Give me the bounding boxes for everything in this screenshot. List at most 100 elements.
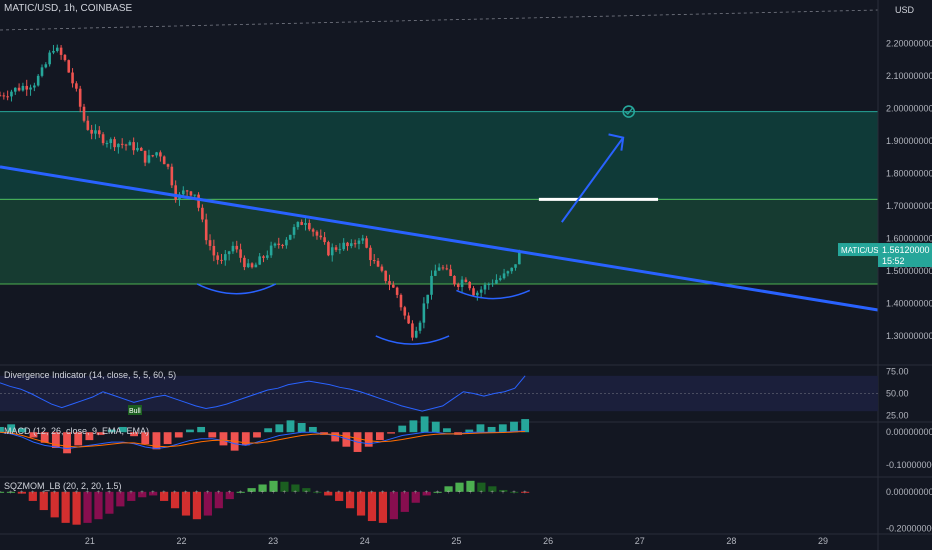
descending-trendline[interactable] bbox=[0, 165, 879, 312]
candle-body bbox=[426, 294, 429, 304]
check-mark-icon bbox=[624, 107, 633, 115]
candle-body bbox=[350, 243, 353, 247]
candle-body bbox=[212, 245, 216, 256]
squeeze-dot: + bbox=[293, 490, 297, 496]
candle-body bbox=[136, 147, 139, 151]
price-tick-label: 2.10000000 bbox=[886, 71, 932, 81]
squeeze-dot: + bbox=[129, 490, 133, 496]
macd-histogram-bar bbox=[264, 428, 273, 433]
divergence-pane[interactable]: 75.00 50.00 25.00 Bull bbox=[0, 366, 909, 421]
squeeze-dot: + bbox=[490, 490, 494, 496]
squeeze-dot: + bbox=[250, 490, 254, 496]
candle-body bbox=[159, 152, 162, 157]
candle-body bbox=[269, 245, 273, 256]
sqzmom-histogram-bar bbox=[39, 491, 48, 511]
sqzmom-histogram-bar bbox=[444, 486, 453, 492]
squeeze-dot: + bbox=[0, 490, 2, 496]
sqzmom-histogram-bar bbox=[50, 491, 59, 518]
candle-body bbox=[204, 219, 208, 241]
sqzmom-histogram-bar bbox=[367, 491, 377, 522]
candle-body bbox=[472, 288, 475, 296]
squeeze-dot: + bbox=[206, 490, 210, 496]
breakout-arrow-icon[interactable] bbox=[561, 137, 625, 223]
macd-histogram-bar bbox=[331, 432, 340, 442]
macd-histogram-bar bbox=[476, 424, 485, 433]
candle-body bbox=[376, 260, 380, 267]
bull-signal-badge[interactable] bbox=[128, 405, 142, 415]
last-price-tag[interactable] bbox=[878, 243, 932, 268]
sqzmom-histogram-bar bbox=[94, 491, 103, 520]
candle-body bbox=[48, 52, 51, 65]
left-shoulder-arc[interactable] bbox=[196, 283, 277, 295]
candle-body bbox=[388, 281, 391, 285]
sqzmom-histogram-bar bbox=[400, 491, 409, 512]
macd-pane[interactable]: 0.00000000 -0.10000000 bbox=[0, 416, 932, 470]
candle-body bbox=[147, 155, 151, 163]
candle-body bbox=[67, 60, 71, 73]
macd-histogram-bar bbox=[174, 432, 183, 438]
candle-body bbox=[323, 237, 326, 243]
candle-body bbox=[101, 134, 105, 144]
candle-body bbox=[162, 156, 166, 165]
squeeze-dot: + bbox=[75, 490, 79, 496]
macd-histogram-bar bbox=[63, 432, 71, 454]
squeeze-dot: + bbox=[370, 490, 374, 496]
sqzmom-histogram-bar bbox=[6, 491, 16, 493]
candle-body bbox=[224, 254, 227, 261]
candle-body bbox=[453, 275, 456, 285]
macd-histogram-bar bbox=[130, 432, 138, 437]
target-check-icon[interactable] bbox=[622, 105, 636, 118]
macd-histogram-bar bbox=[107, 429, 116, 433]
head-arc[interactable] bbox=[375, 335, 450, 345]
candle-body bbox=[29, 87, 32, 90]
sqzmom-histogram-bar bbox=[61, 491, 70, 523]
squeeze-dot: + bbox=[20, 490, 24, 496]
price-tick-label: 2.20000000 bbox=[886, 38, 932, 48]
squeeze-dot: + bbox=[31, 490, 35, 496]
candle-body bbox=[300, 221, 303, 225]
candle-body bbox=[468, 281, 472, 289]
candle-body bbox=[487, 284, 491, 286]
candle-body bbox=[319, 235, 323, 238]
squeeze-dot: + bbox=[315, 490, 319, 496]
sqzmom-histogram-bar bbox=[411, 491, 420, 503]
candle-body bbox=[346, 242, 349, 247]
candle-countdown: 15:52 bbox=[882, 256, 905, 266]
candle-body bbox=[464, 279, 468, 282]
bull-signal-label: Bull bbox=[129, 408, 141, 415]
sqzmom-pane[interactable]: + + + + + + + + + + + + + + + + + + + + + + + + + + + + + + + + + + + + + + + +… bbox=[0, 480, 932, 534]
candle-body bbox=[239, 249, 242, 258]
candle-body bbox=[502, 273, 506, 279]
right-shoulder-arc[interactable] bbox=[456, 289, 531, 300]
sqzmom-tick-label: 0.00000000 bbox=[886, 487, 932, 497]
price-zone bbox=[0, 111, 878, 200]
time-tick-label: 28 bbox=[726, 536, 736, 546]
candle-body bbox=[94, 130, 97, 134]
divergence-line bbox=[0, 375, 526, 412]
candle-body bbox=[71, 72, 74, 84]
sqzmom-histogram-bar bbox=[83, 491, 92, 523]
candle-body bbox=[441, 267, 445, 269]
sqzmom-tick-label: -0.20000000 bbox=[886, 523, 932, 533]
candle-body bbox=[510, 267, 514, 272]
sqzmom-histogram-bar bbox=[192, 491, 202, 520]
candle-body bbox=[483, 284, 487, 290]
macd-histogram-bar bbox=[375, 432, 384, 441]
macd-histogram-bar bbox=[286, 420, 295, 433]
time-tick-label: 26 bbox=[543, 536, 553, 546]
squeeze-dot: + bbox=[425, 490, 429, 496]
macd-histogram-bar bbox=[96, 432, 105, 435]
squeeze-dot: + bbox=[523, 490, 527, 496]
candle-body bbox=[181, 190, 185, 195]
candle-body bbox=[250, 263, 254, 268]
rsi-tick-label: 50.00 bbox=[886, 389, 909, 399]
candle-body bbox=[155, 152, 158, 156]
sqzmom-histogram-bar bbox=[345, 491, 355, 509]
candle-body bbox=[220, 259, 223, 261]
sqzmom-histogram-bar bbox=[389, 491, 398, 520]
macd-histogram-bar bbox=[163, 432, 172, 445]
squeeze-dot: + bbox=[9, 490, 13, 496]
price-axis-background bbox=[878, 0, 932, 550]
